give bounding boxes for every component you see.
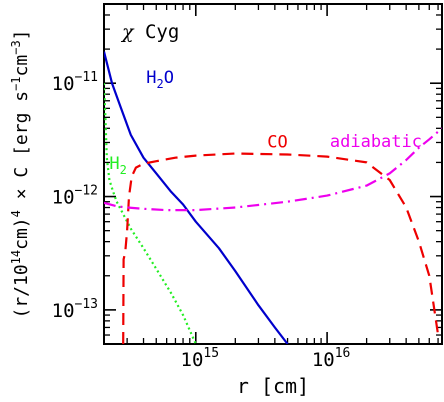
series-labels: H2O H2 CO adiabatic <box>109 68 422 177</box>
x-tick-label: 1015 <box>181 346 220 371</box>
y-tick-label: 10−11 <box>52 70 98 95</box>
series-line-adiabatic <box>104 127 442 212</box>
x-axis-label: r [cm] <box>237 374 309 398</box>
plot-frame <box>103 3 443 345</box>
series-label-adiabatic: adiabatic <box>330 132 422 152</box>
series-label-h2o: H2O <box>146 68 174 91</box>
y-axis-label: (r/1014cm)4 × C [erg s−1cm−3] <box>9 29 32 318</box>
y-tick-label: 10−13 <box>52 297 98 322</box>
series-label-h2: H2 <box>109 154 126 177</box>
y-tick-labels: 10−13 10−12 10−11 <box>52 70 98 322</box>
minor-ticks <box>103 3 442 345</box>
x-tick-labels: 1015 1016 <box>181 346 351 371</box>
series-lines <box>104 51 442 344</box>
major-ticks <box>104 4 442 344</box>
series-label-co: CO <box>267 133 287 153</box>
y-tick-label: 10−12 <box>52 184 98 209</box>
chart-title: χ Cyg <box>120 21 179 43</box>
x-tick-label: 1016 <box>312 346 351 371</box>
series-line-co <box>122 152 440 344</box>
series-line-h2o <box>104 51 289 344</box>
series-line-h2 <box>104 83 197 344</box>
